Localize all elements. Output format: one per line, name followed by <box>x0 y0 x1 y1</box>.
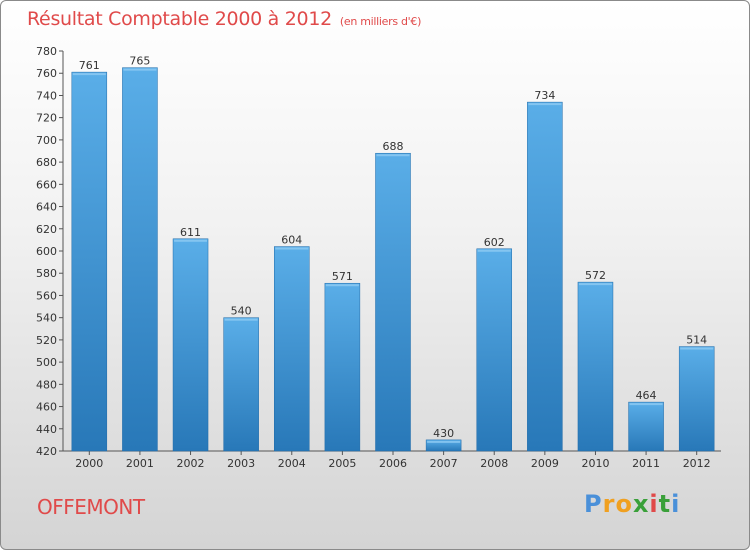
bar-highlight <box>528 103 562 106</box>
data-label: 572 <box>585 269 606 282</box>
bar <box>577 281 614 452</box>
chart-title-text: Résultat Comptable 2000 à 2012 <box>27 8 332 30</box>
y-tick-label: 600 <box>36 245 57 258</box>
chart-subtitle: (en milliers d'€) <box>339 15 422 28</box>
data-label: 514 <box>686 334 707 347</box>
y-tick-label: 780 <box>36 45 57 58</box>
bar <box>375 152 411 452</box>
data-label: 602 <box>484 236 505 249</box>
logo-letter: i <box>649 490 659 518</box>
y-tick-label: 760 <box>36 67 57 80</box>
bar-highlight <box>325 284 359 287</box>
bar <box>628 401 664 452</box>
data-label: 571 <box>332 270 353 283</box>
bar-highlight <box>376 154 410 157</box>
x-tick-label: 2004 <box>278 457 306 470</box>
bar-highlight <box>427 440 461 443</box>
logo-letter: o <box>615 490 633 518</box>
data-label: 688 <box>383 140 404 153</box>
data-label: 540 <box>231 305 252 318</box>
bar <box>71 71 108 452</box>
x-tick-label: 2008 <box>480 457 508 470</box>
logo-letter: P <box>584 490 603 518</box>
bar <box>527 101 563 452</box>
y-tick-label: 500 <box>36 356 57 369</box>
y-tick-label: 460 <box>36 401 57 414</box>
bar-highlight <box>174 239 208 242</box>
y-tick-label: 580 <box>36 267 57 280</box>
bar <box>476 248 512 452</box>
y-tick-label: 620 <box>36 223 57 236</box>
bar-highlight <box>680 347 714 350</box>
y-tick-label: 660 <box>36 178 57 191</box>
x-tick-label: 2006 <box>379 457 407 470</box>
proxiti-logo: Proxiti <box>584 490 680 518</box>
chart-bars <box>71 67 715 452</box>
x-tick-label: 2005 <box>328 457 356 470</box>
data-label: 765 <box>129 55 150 68</box>
bar <box>678 346 715 452</box>
y-tick-label: 560 <box>36 289 57 302</box>
y-tick-label: 720 <box>36 112 57 125</box>
chart-data-labels: 761 765 611 540 604 571 688 430 602 734 572 464 514 <box>79 55 707 440</box>
x-tick-label: 2012 <box>683 457 711 470</box>
data-label: 430 <box>433 427 454 440</box>
logo-letter: x <box>632 490 650 518</box>
x-tick-label: 2001 <box>126 457 154 470</box>
y-tick-label: 480 <box>36 378 57 391</box>
y-tick-label: 740 <box>36 89 57 102</box>
commune-name: OFFEMONT <box>37 495 145 519</box>
y-tick-label: 640 <box>36 201 57 214</box>
bar-highlight <box>72 73 106 76</box>
bar-highlight <box>629 403 663 406</box>
x-tick-label: 2009 <box>531 457 559 470</box>
bar-highlight <box>123 68 157 71</box>
bar <box>324 282 361 452</box>
bar <box>274 246 310 452</box>
bar <box>425 439 462 452</box>
x-tick-label: 2002 <box>177 457 205 470</box>
bar-highlight <box>578 283 612 286</box>
data-label: 604 <box>281 234 302 247</box>
y-tick-label: 540 <box>36 312 57 325</box>
y-tick-label: 700 <box>36 134 57 147</box>
x-tick-label: 2003 <box>227 457 255 470</box>
bar-highlight <box>224 318 258 321</box>
data-label: 761 <box>79 59 100 72</box>
data-label: 734 <box>534 89 555 102</box>
data-label: 464 <box>636 389 657 402</box>
x-tick-label: 2007 <box>430 457 458 470</box>
logo-letter: t <box>658 490 672 518</box>
x-tick-label: 2011 <box>632 457 660 470</box>
chart-title: Résultat Comptable 2000 à 2012 (en millie… <box>27 8 421 30</box>
y-tick-label: 420 <box>36 445 57 458</box>
logo-letter: r <box>602 490 616 518</box>
y-tick-label: 440 <box>36 423 57 436</box>
bar-highlight <box>275 247 309 250</box>
data-label: 611 <box>180 226 201 239</box>
bar-highlight <box>477 249 511 252</box>
bar <box>172 238 209 452</box>
y-tick-label: 520 <box>36 334 57 347</box>
bar <box>223 317 259 452</box>
bar <box>122 67 158 452</box>
x-tick-label: 2000 <box>75 457 103 470</box>
y-tick-label: 680 <box>36 156 57 169</box>
logo-letter: i <box>671 490 681 518</box>
x-tick-label: 2010 <box>581 457 609 470</box>
